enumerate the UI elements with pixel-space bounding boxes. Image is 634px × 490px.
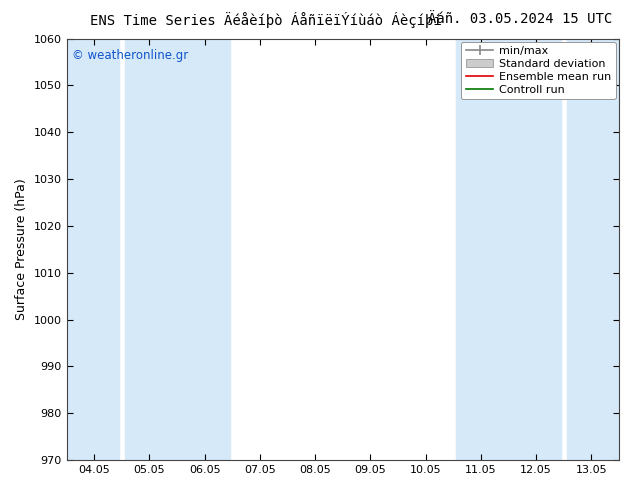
Bar [124, 39, 230, 460]
Y-axis label: Surface Pressure (hPa): Surface Pressure (hPa) [15, 178, 28, 320]
Bar [67, 39, 119, 460]
Text: Äáñ. 03.05.2024 15 UTC: Äáñ. 03.05.2024 15 UTC [428, 12, 612, 26]
Bar [567, 39, 619, 460]
Bar [456, 39, 561, 460]
Text: © weatheronline.gr: © weatheronline.gr [72, 49, 188, 62]
Text: ENS Time Series Äéåèíþò ÁåñïëïÝíùáò Áèçíþí: ENS Time Series Äéåèíþò ÁåñïëïÝíùáò Áèçí… [91, 12, 442, 28]
Legend: min/max, Standard deviation, Ensemble mean run, Controll run: min/max, Standard deviation, Ensemble me… [461, 42, 616, 99]
